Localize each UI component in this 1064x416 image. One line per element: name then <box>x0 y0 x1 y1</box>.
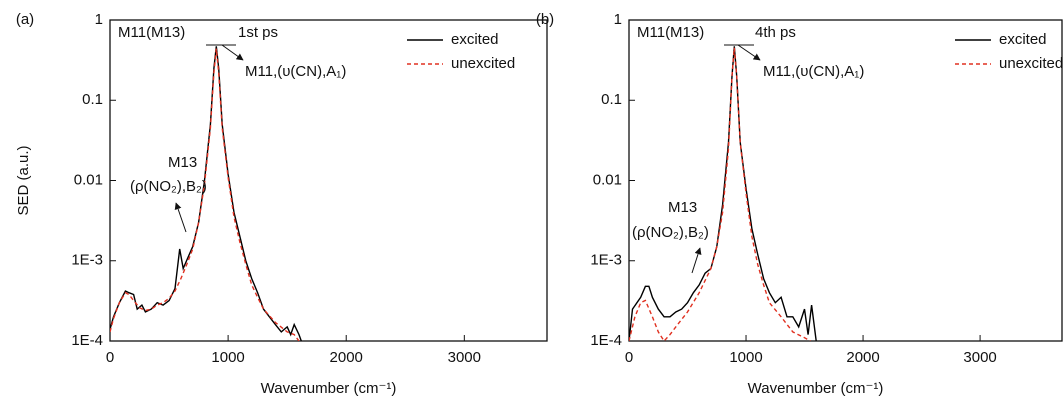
x-tick-label: 0 <box>625 349 633 366</box>
y-tick-label: 1 <box>95 11 103 28</box>
x-tick-label: 1000 <box>729 349 762 366</box>
annotation-arrow <box>691 247 702 274</box>
y-tick-label: 0.1 <box>601 91 622 108</box>
annotation: 4th ps <box>755 24 796 41</box>
y-tick-label: 0.01 <box>593 171 622 188</box>
y-tick-label: 0.01 <box>74 171 103 188</box>
annotation-arrow <box>221 44 244 61</box>
x-tick-label: 3000 <box>963 349 996 366</box>
x-tick-label: 0 <box>106 349 114 366</box>
x-tick-label: 1000 <box>211 349 244 366</box>
annotation: M11(M13) <box>118 24 185 41</box>
y-tick-label: 1E-4 <box>590 332 622 349</box>
y-tick-label: 1E-4 <box>71 332 103 349</box>
y-tick-label: 1E-3 <box>590 252 622 269</box>
legend-label: unexcited <box>999 55 1063 72</box>
annotation: M13 <box>168 154 197 171</box>
legend-label: unexcited <box>451 55 515 72</box>
annotation: 1st ps <box>238 24 278 41</box>
annotation: M11,(υ(CN),A₁) <box>763 63 864 80</box>
series-line <box>110 46 302 341</box>
panel-label: (a) <box>16 11 34 28</box>
legend-label: excited <box>451 31 499 48</box>
x-tick-label: 3000 <box>448 349 481 366</box>
y-tick-label: 0.1 <box>82 91 103 108</box>
annotation: M13 <box>668 199 697 216</box>
annotation: (ρ(NO₂),B₂) <box>632 224 709 241</box>
annotation-arrow <box>174 202 187 233</box>
x-tick-label: 2000 <box>330 349 363 366</box>
annotation: (ρ(NO₂),B₂) <box>130 178 207 195</box>
panel-label: (b) <box>536 11 554 28</box>
annotation-arrow <box>737 44 761 61</box>
series-line <box>110 48 300 341</box>
x-axis-label: Wavenumber (cm⁻¹) <box>748 380 884 397</box>
annotation: M11,(υ(CN),A₁) <box>245 63 346 80</box>
x-tick-label: 2000 <box>846 349 879 366</box>
y-tick-label: 1 <box>614 11 622 28</box>
y-axis-label: SED (a.u.) <box>15 145 32 215</box>
series-line <box>629 47 811 341</box>
series-line <box>629 46 817 341</box>
legend-label: excited <box>999 31 1047 48</box>
annotation: M11(M13) <box>637 24 704 41</box>
y-tick-label: 1E-3 <box>71 252 103 269</box>
x-axis-label: Wavenumber (cm⁻¹) <box>261 380 397 397</box>
